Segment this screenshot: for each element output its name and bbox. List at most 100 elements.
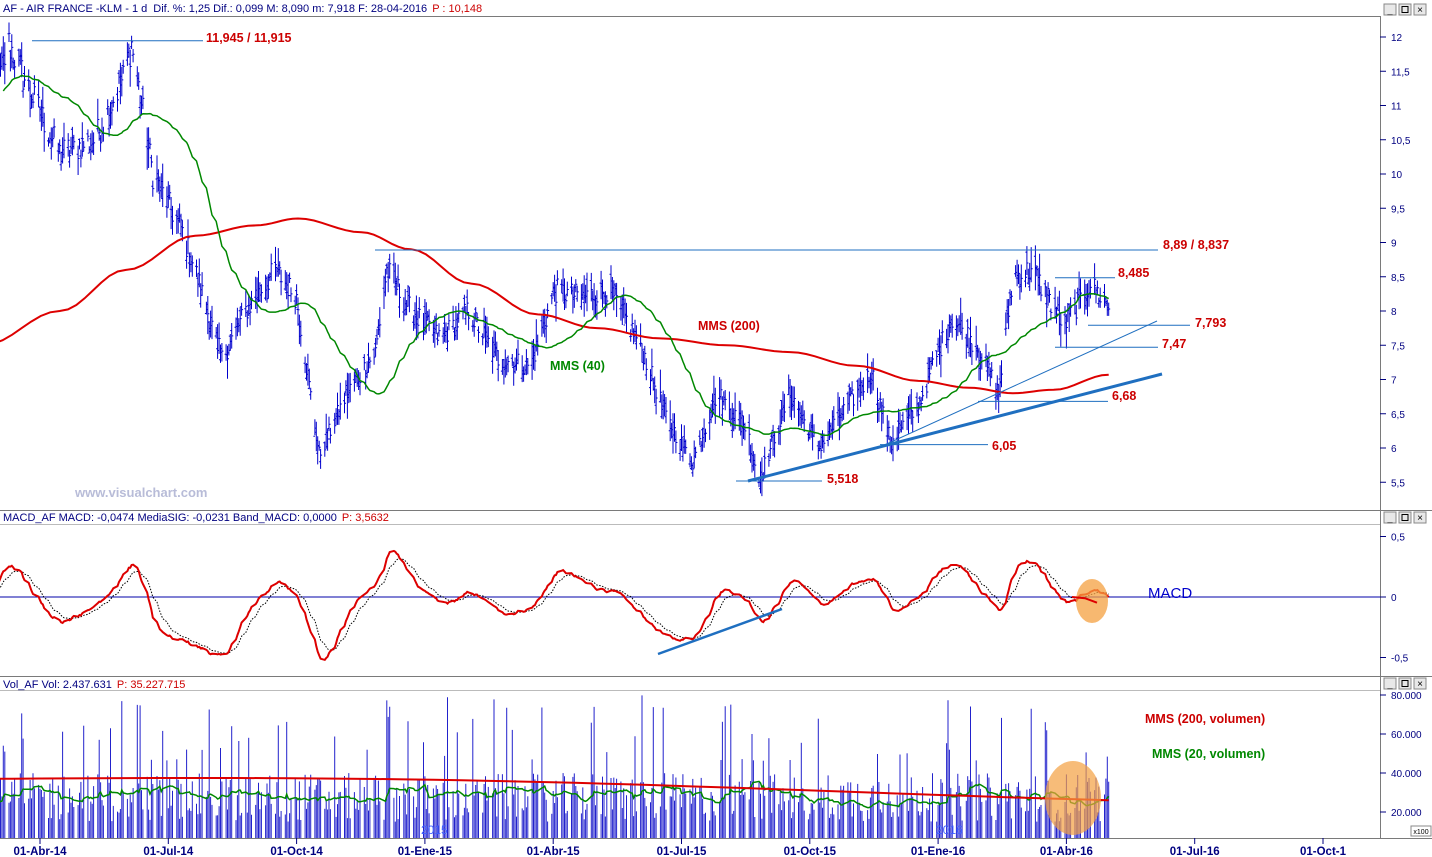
price-bar [970,343,974,365]
price-bar [457,302,461,323]
price-bar [206,296,210,335]
price-bar [940,320,944,344]
price-bar [131,49,135,63]
price-y-tick-label: 7 [1391,376,1397,387]
maximize-icon [1401,680,1409,687]
price-bar [197,258,201,288]
price-bar [575,285,579,302]
vol-header-p: P: 35.227.715 [117,679,186,691]
price-panel-controls: _ × [1383,3,1427,16]
price-y-tick-label: 7,5 [1391,341,1405,352]
price-bar [950,313,954,338]
price-bar [266,274,270,300]
price-bar [792,386,796,418]
macd-minimize-button[interactable] [1383,511,1397,524]
price-bar [437,323,441,337]
label-605: 6,05 [992,439,1016,453]
price-bar [383,268,387,297]
price-y-tick-label: 11 [1391,102,1402,113]
price-bar [72,134,76,150]
price-bar [41,86,45,127]
price-bar [1007,299,1011,330]
price-bar [86,129,90,142]
price-bar [66,133,70,157]
price-bar [424,302,428,334]
price-bar [925,383,929,399]
price-bar [465,289,469,316]
vol-minimize-button[interactable] [1383,677,1397,690]
scale-factor-box [1410,825,1432,837]
macd-close-button[interactable] [1413,511,1427,524]
macd-maximize-button[interactable] [1398,511,1412,524]
price-bar [763,446,767,479]
price-bar [533,344,537,371]
maximize-button[interactable] [1398,3,1412,16]
price-bar [773,431,777,458]
price-bar [668,400,672,442]
price-bar [878,392,882,409]
price-bar [7,22,11,42]
price-bar [317,440,321,451]
price-bar [238,306,242,336]
price-bar [1017,264,1020,285]
price-y-tick-label: 9,5 [1391,204,1405,215]
price-bar [481,333,485,346]
vol-header: Vol_AF Vol: 2.437.631 P: 35.227.715 [3,679,185,691]
price-y-tick-label: 12 [1391,33,1403,44]
price-bar [564,294,568,309]
price-bar [472,312,476,337]
price-bar [802,410,806,432]
vol-close-button[interactable] [1413,677,1427,690]
price-bar [634,325,638,350]
macd-y-tick-label: 0 [1391,593,1397,604]
price-bar [58,139,62,155]
price-bar [1038,253,1042,296]
price-bar [960,312,964,340]
price-bar [327,416,331,432]
close-button[interactable] [1413,3,1427,16]
price-bar [1088,278,1092,299]
price-bar [195,259,198,277]
price-bar [1045,286,1049,328]
price-bar [436,333,440,346]
price-bar [585,272,589,312]
x-tick-label: 01-Jul-15 [657,846,707,857]
price-y-tick-label: 8 [1391,307,1397,318]
price-bar [1059,312,1063,347]
minimize-button[interactable] [1383,3,1397,16]
price-panel [0,22,1190,497]
vol-y-tick-label: 20.000 [1391,808,1422,819]
price-bar [694,446,698,459]
price-bar [295,284,299,305]
price-bar [151,180,155,197]
price-bar [1019,264,1023,293]
price-bar [141,85,145,110]
price-bar [1064,314,1068,349]
price-bar [307,368,311,390]
vol-maximize-button[interactable] [1398,677,1412,690]
price-header-title: AF - AIR FRANCE -KLM - 1 d [3,3,147,15]
price-bar [434,313,438,335]
price-bar [10,34,14,69]
price-bar [336,392,339,425]
price-bar [565,281,569,297]
price-bar [21,80,25,98]
price-bar [832,406,836,431]
label-year-2016: 2016 [936,823,963,837]
minimize-icon: _ [1386,679,1393,689]
price-bar [110,100,114,126]
price-bar [555,270,559,286]
price-bar [768,438,772,459]
label-vol-mms200: MMS (200, volumen) [1145,712,1265,726]
price-bar [629,329,633,342]
price-bar [554,284,558,322]
price-bar [333,412,337,434]
x-tick-label: 01-Jul-14 [143,846,193,857]
price-bar [719,379,723,400]
volume-panel [0,695,1110,838]
price-bar [911,410,915,433]
watermark: www.visualchart.com [74,485,207,500]
price-bar [121,59,125,74]
price-bar [168,184,172,200]
price-bar [51,127,55,148]
